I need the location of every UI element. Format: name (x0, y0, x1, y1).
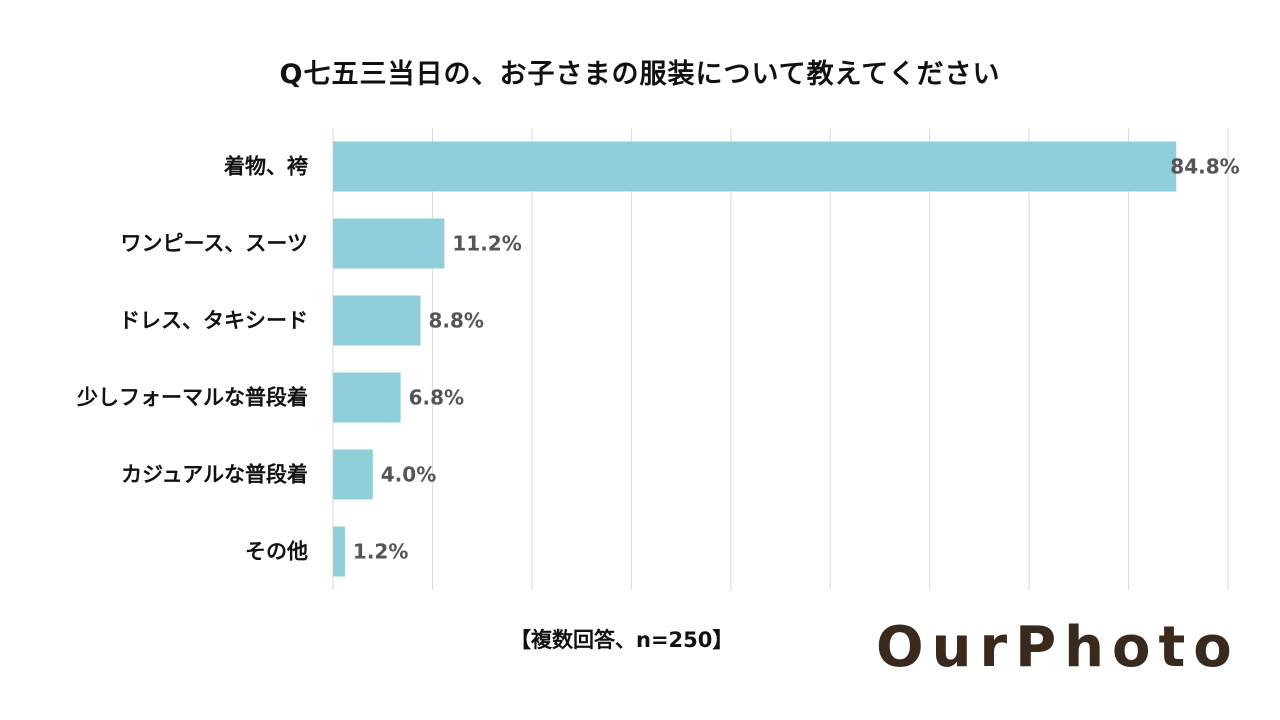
data-label: 1.2% (353, 540, 408, 564)
bar (333, 372, 401, 423)
chart-footnote: 【複数回答、n=250】 (510, 628, 734, 652)
data-label: 84.8% (1170, 155, 1239, 179)
chart-title: Q七五三当日の、お子さまの服装について教えてください (279, 59, 1001, 90)
data-label: 4.0% (381, 463, 436, 487)
bar (333, 295, 421, 346)
category-label: 着物、袴 (223, 155, 309, 179)
bar (333, 218, 445, 269)
category-label: 少しフォーマルな普段着 (76, 386, 308, 410)
bar (333, 449, 373, 500)
category-label: カジュアルな普段着 (121, 463, 308, 487)
category-label: ドレス、タキシード (119, 309, 308, 333)
bar (333, 141, 1177, 192)
data-label: 11.2% (452, 232, 521, 256)
ourphoto-logo: OurPhoto (876, 615, 1240, 680)
category-label: その他 (245, 540, 308, 564)
data-label: 8.8% (429, 309, 484, 333)
bar (333, 526, 345, 577)
category-label: ワンピース、スーツ (120, 232, 308, 256)
data-label: 6.8% (409, 386, 464, 410)
